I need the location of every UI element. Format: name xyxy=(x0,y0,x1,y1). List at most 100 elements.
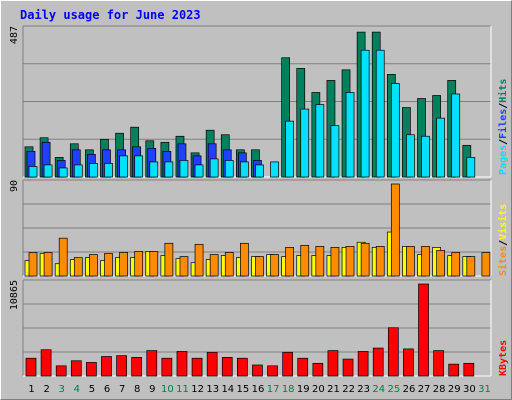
pages-bar xyxy=(43,164,53,178)
kbytes-bar xyxy=(221,357,233,377)
day-label: 19 xyxy=(297,384,310,395)
sites-bar xyxy=(149,251,159,277)
kbytes-bar xyxy=(146,350,158,377)
sites-bar xyxy=(209,254,219,277)
pages-bar xyxy=(360,49,370,178)
day-label: 15 xyxy=(237,384,250,395)
day-label: 20 xyxy=(312,384,325,395)
day-label: 27 xyxy=(418,384,431,395)
day-label: 24 xyxy=(372,384,385,395)
pages-bar xyxy=(194,164,204,178)
day-label: 8 xyxy=(134,384,140,395)
day-label: 2 xyxy=(43,384,49,395)
sites-bar xyxy=(315,246,325,277)
sites-bar xyxy=(330,247,340,277)
legend-bottom: KBytes xyxy=(498,340,509,376)
sites-bar xyxy=(270,254,279,277)
kbytes-bar xyxy=(116,355,127,377)
kbytes-bar xyxy=(357,351,369,377)
kbytes-bar xyxy=(403,348,414,377)
y-max-label: 487 xyxy=(9,26,20,44)
day-label: 14 xyxy=(221,384,234,395)
sites-bar xyxy=(194,243,204,277)
sites-bar xyxy=(481,252,491,277)
pages-bar xyxy=(451,93,461,178)
day-label: 12 xyxy=(191,384,204,395)
legend-mid: Sites/Visits xyxy=(497,204,509,276)
kbytes-bar xyxy=(327,350,339,377)
sites-bar xyxy=(73,257,83,277)
kbytes-bar xyxy=(433,350,444,377)
pages-bar xyxy=(421,135,430,178)
kbytes-bar xyxy=(206,351,218,377)
pages-bar xyxy=(119,155,128,178)
kbytes-bar xyxy=(191,357,203,377)
day-label: 11 xyxy=(176,384,189,395)
kbytes-bar xyxy=(252,364,263,377)
sites-bar xyxy=(466,256,476,277)
day-label: 7 xyxy=(119,384,125,395)
pages-bar xyxy=(224,160,234,178)
kbytes-bar xyxy=(372,347,384,377)
y-max-label: 90 xyxy=(9,180,20,192)
sites-bar xyxy=(285,247,294,277)
kbytes-bar xyxy=(312,362,324,377)
pages-bar xyxy=(436,117,445,178)
pages-bar xyxy=(28,166,38,178)
kbytes-bar xyxy=(131,357,143,377)
day-label: 23 xyxy=(357,384,370,395)
day-label: 4 xyxy=(74,384,80,395)
day-label: 30 xyxy=(463,384,476,395)
pages-bar xyxy=(73,164,83,178)
kbytes-bar xyxy=(25,357,37,377)
pages-bar xyxy=(164,161,174,178)
legend-top: Pages/Files/Hits xyxy=(497,79,509,175)
kbytes-bar xyxy=(387,327,399,377)
day-label: 18 xyxy=(282,384,295,395)
sites-bar xyxy=(119,252,128,277)
day-label: 1 xyxy=(28,384,34,395)
pages-bar xyxy=(134,155,144,178)
sites-bar xyxy=(240,242,249,277)
pages-bar xyxy=(315,104,325,178)
sites-bar xyxy=(390,183,400,277)
pages-bar xyxy=(270,161,279,178)
kbytes-bar xyxy=(342,358,354,377)
kbytes-bar xyxy=(161,357,173,377)
day-label: 21 xyxy=(327,384,340,395)
day-label: 31 xyxy=(478,384,491,395)
day-label: 16 xyxy=(252,384,265,395)
pages-bar xyxy=(285,120,294,178)
kbytes-bar xyxy=(70,360,82,377)
pages-bar xyxy=(330,125,340,178)
pages-bar xyxy=(58,167,68,178)
sites-bar xyxy=(164,242,174,277)
pages-bar xyxy=(179,160,189,178)
kbytes-bar xyxy=(55,365,67,377)
pages-bar xyxy=(104,163,113,178)
day-label: 9 xyxy=(149,384,155,395)
sites-bar xyxy=(436,250,445,277)
sites-bar xyxy=(28,252,38,277)
pages-bar xyxy=(89,163,98,178)
sites-bar xyxy=(451,252,461,277)
sites-bar xyxy=(104,253,113,277)
day-label: 17 xyxy=(267,384,280,395)
kbytes-bar xyxy=(101,356,112,377)
sites-bar xyxy=(421,246,430,277)
y-max-label: 10865 xyxy=(9,280,20,310)
kbytes-bar xyxy=(463,362,475,377)
kbytes-bar xyxy=(176,351,188,377)
kbytes-bar xyxy=(267,365,278,377)
sites-bar xyxy=(345,246,355,277)
pages-bar xyxy=(209,158,219,178)
sites-bar xyxy=(255,256,264,277)
kbytes-bar xyxy=(237,357,248,377)
sites-bar xyxy=(375,246,385,277)
day-label: 26 xyxy=(403,384,416,395)
day-label: 29 xyxy=(448,384,461,395)
day-label: 10 xyxy=(161,384,174,395)
day-label: 13 xyxy=(206,384,219,395)
day-label: 25 xyxy=(388,384,401,395)
kbytes-bar xyxy=(448,363,460,377)
